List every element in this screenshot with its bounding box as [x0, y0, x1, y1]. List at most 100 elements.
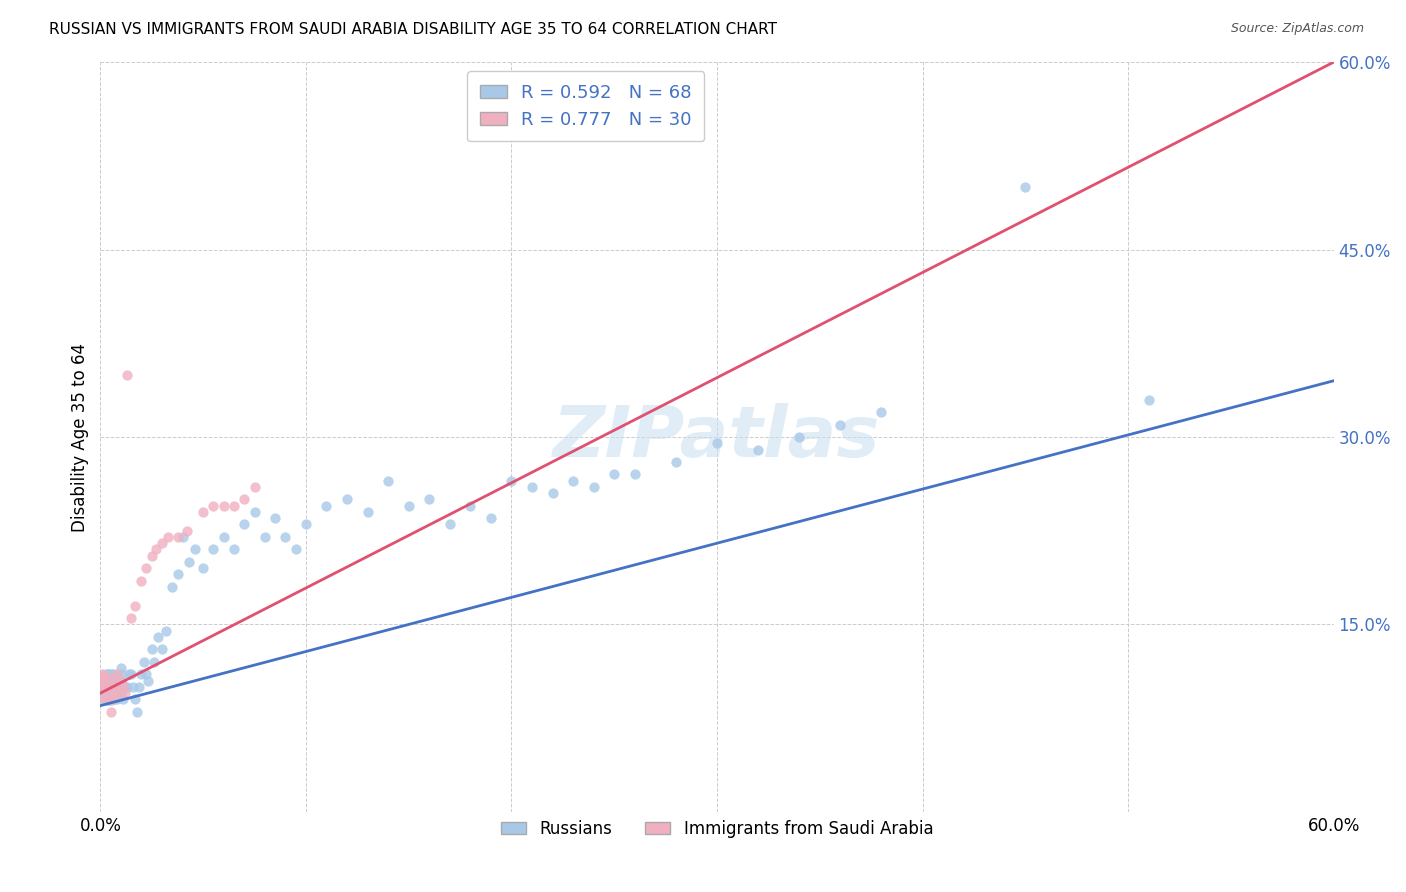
- Point: [97, 680, 120, 694]
- Point: [120, 667, 142, 681]
- Text: RUSSIAN VS IMMIGRANTS FROM SAUDI ARABIA DISABILITY AGE 35 TO 64 CORRELATION CHAR: RUSSIAN VS IMMIGRANTS FROM SAUDI ARABIA …: [49, 22, 778, 37]
- Point: [108, 680, 131, 694]
- Point: [110, 673, 132, 688]
- Point: [541, 486, 564, 500]
- Point: [603, 467, 626, 482]
- Point: [212, 530, 235, 544]
- Y-axis label: Disability Age 35 to 64: Disability Age 35 to 64: [72, 343, 89, 532]
- Point: [100, 705, 122, 719]
- Point: [150, 642, 173, 657]
- Point: [1137, 392, 1160, 407]
- Point: [520, 480, 543, 494]
- Point: [111, 692, 134, 706]
- Point: [141, 549, 163, 563]
- Point: [91, 667, 114, 681]
- Point: [167, 530, 190, 544]
- Point: [176, 524, 198, 538]
- Point: [623, 467, 645, 482]
- Point: [398, 499, 420, 513]
- Point: [747, 442, 769, 457]
- Point: [172, 530, 194, 544]
- Point: [100, 673, 122, 688]
- Point: [191, 561, 214, 575]
- Point: [93, 680, 115, 694]
- Point: [295, 517, 318, 532]
- Point: [177, 555, 200, 569]
- Text: Source: ZipAtlas.com: Source: ZipAtlas.com: [1230, 22, 1364, 36]
- Point: [155, 624, 177, 638]
- Point: [93, 673, 115, 688]
- Point: [162, 580, 184, 594]
- Point: [89, 680, 111, 694]
- Point: [233, 517, 256, 532]
- Point: [582, 480, 605, 494]
- Point: [104, 680, 127, 694]
- Point: [562, 474, 585, 488]
- Point: [110, 667, 132, 681]
- Point: [115, 368, 138, 382]
- Point: [253, 530, 276, 544]
- Point: [105, 667, 128, 681]
- Point: [135, 667, 157, 681]
- Point: [142, 655, 165, 669]
- Point: [118, 667, 141, 681]
- Point: [111, 680, 134, 694]
- Point: [157, 530, 180, 544]
- Point: [146, 630, 169, 644]
- Point: [377, 474, 399, 488]
- Point: [830, 417, 852, 432]
- Point: [284, 542, 307, 557]
- Point: [167, 567, 190, 582]
- Point: [105, 692, 128, 706]
- Point: [97, 680, 120, 694]
- Point: [114, 686, 136, 700]
- Point: [131, 574, 153, 588]
- Point: [145, 542, 167, 557]
- Text: ZIPatlas: ZIPatlas: [554, 402, 880, 472]
- Point: [120, 611, 142, 625]
- Point: [136, 673, 159, 688]
- Point: [96, 692, 118, 706]
- Point: [132, 655, 155, 669]
- Point: [356, 505, 378, 519]
- Point: [222, 499, 245, 513]
- Point: [108, 686, 131, 700]
- Point: [202, 499, 225, 513]
- Point: [104, 680, 127, 694]
- Point: [212, 499, 235, 513]
- Point: [135, 561, 157, 575]
- Point: [101, 692, 124, 706]
- Point: [243, 505, 266, 519]
- Point: [233, 492, 256, 507]
- Point: [665, 455, 688, 469]
- Point: [101, 667, 124, 681]
- Point: [115, 680, 138, 694]
- Point: [243, 480, 266, 494]
- Point: [870, 405, 893, 419]
- Point: [191, 505, 214, 519]
- Point: [124, 692, 146, 706]
- Point: [501, 474, 523, 488]
- Point: [706, 436, 728, 450]
- Point: [1014, 180, 1036, 194]
- Point: [93, 680, 115, 694]
- Legend: Russians, Immigrants from Saudi Arabia: Russians, Immigrants from Saudi Arabia: [494, 814, 941, 845]
- Point: [114, 680, 136, 694]
- Point: [787, 430, 810, 444]
- Point: [222, 542, 245, 557]
- Point: [460, 499, 482, 513]
- Point: [202, 542, 225, 557]
- Point: [315, 499, 337, 513]
- Point: [439, 517, 461, 532]
- Point: [110, 661, 132, 675]
- Point: [141, 642, 163, 657]
- Point: [122, 680, 145, 694]
- Point: [336, 492, 359, 507]
- Point: [97, 680, 120, 694]
- Point: [274, 530, 297, 544]
- Point: [127, 705, 149, 719]
- Point: [128, 680, 150, 694]
- Point: [418, 492, 440, 507]
- Point: [150, 536, 173, 550]
- Point: [184, 542, 207, 557]
